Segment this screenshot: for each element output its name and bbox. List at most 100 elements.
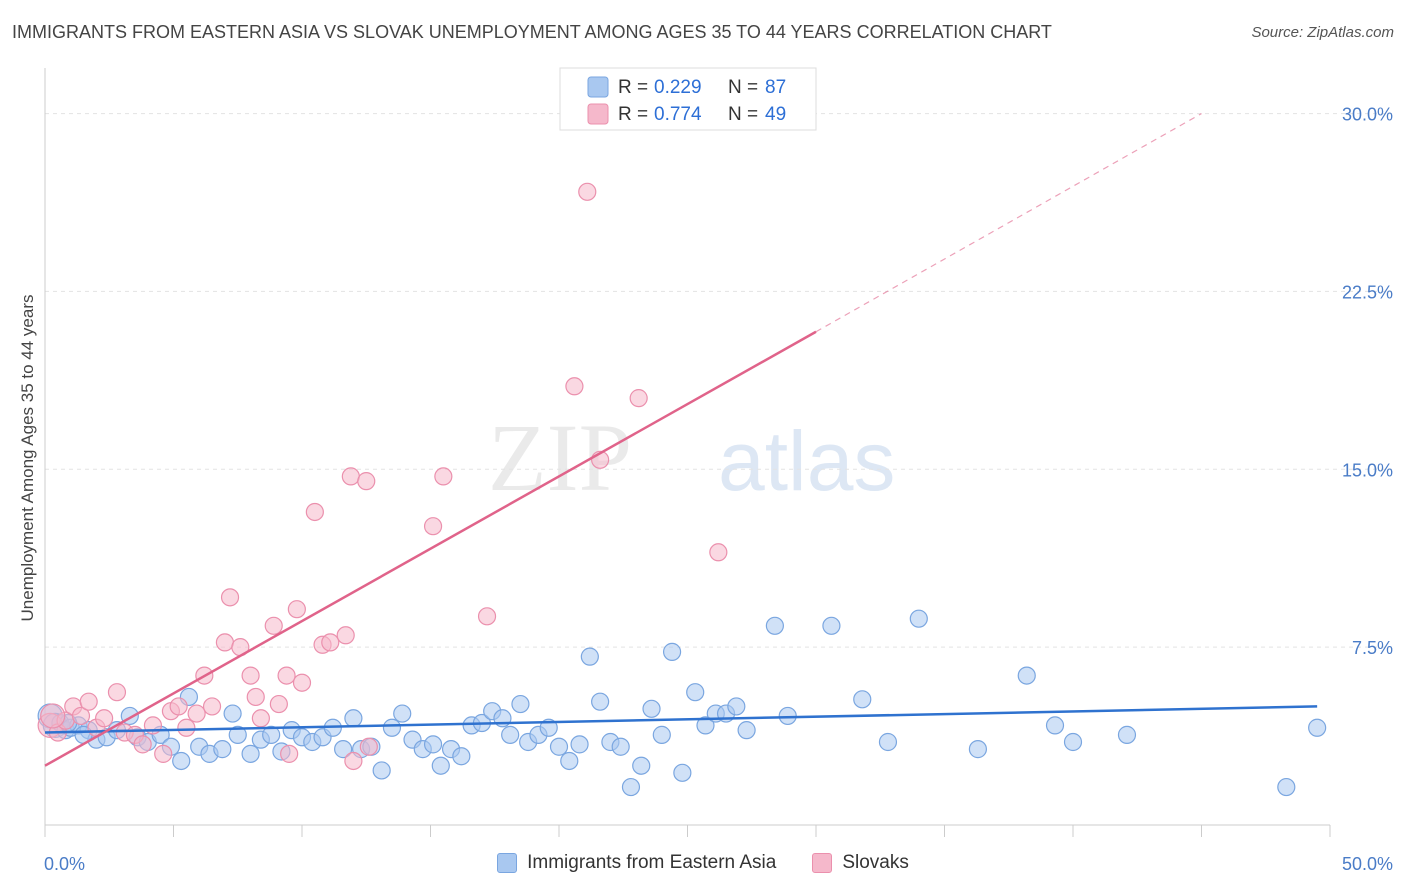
eastern-asia-point-67: [696, 716, 715, 735]
legend-swatch-eastern-asia: [587, 76, 609, 98]
eastern-asia-point-75: [853, 690, 872, 709]
slovaks-point-44: [578, 182, 597, 201]
slovaks-point-32: [305, 502, 324, 522]
legend-r-label: R =: [618, 77, 648, 98]
eastern-asia-point-81: [1063, 732, 1083, 752]
slovaks-point-29: [280, 744, 299, 763]
slovaks-point-35: [336, 626, 355, 645]
slovaks-point-21: [220, 588, 240, 607]
slovaks-point-42: [477, 607, 497, 626]
eastern-asia-point-59: [611, 737, 630, 756]
gridlines: [45, 113, 1392, 648]
slovaks-point-31: [292, 673, 312, 692]
eastern-asia-point-80: [1045, 716, 1065, 735]
eastern-asia-point-63: [652, 725, 671, 744]
slovaks-point-13: [154, 744, 173, 763]
slovaks-point-27: [269, 694, 288, 714]
legend-label-slovaks: Slovaks: [842, 852, 909, 873]
slovaks-point-24: [246, 687, 265, 707]
slovaks-point-28: [277, 666, 296, 685]
watermark-zip: ZIP: [488, 404, 632, 511]
trend-lines: [44, 113, 1318, 767]
slovaks-point-17: [187, 704, 206, 723]
slovaks-point-11: [133, 735, 152, 754]
slovaks-point-16: [177, 718, 196, 737]
eastern-asia-point-15: [172, 751, 191, 771]
eastern-asia-point-55: [570, 735, 589, 754]
slovaks-point-7: [95, 709, 114, 728]
legend-swatch-eastern-asia: [497, 853, 518, 873]
legend-r-value-slovaks: 0.774: [654, 104, 702, 125]
legend-n-value-eastern-asia: 87: [765, 77, 786, 98]
legend-swatch-slovaks: [812, 853, 833, 873]
eastern-asia-point-36: [382, 718, 402, 737]
slovaks-trend-line: [44, 330, 817, 767]
slovaks-point-39: [359, 737, 378, 756]
eastern-asia-point-48: [501, 725, 520, 744]
slovaks-point-43: [565, 377, 584, 396]
eastern-asia-point-37: [393, 704, 412, 723]
legend-r-label: R =: [618, 104, 648, 125]
slovaks-point-23: [241, 666, 260, 685]
y-tick-label-1: 15.0%: [1342, 460, 1393, 480]
eastern-asia-point-43: [452, 747, 471, 766]
slovaks-point-37: [344, 751, 363, 771]
slovaks-point-38: [357, 472, 376, 491]
eastern-asia-point-62: [642, 699, 661, 718]
legend-r-value-eastern-asia: 0.229: [654, 77, 702, 98]
eastern-asia-point-57: [591, 692, 610, 711]
eastern-asia-point-56: [580, 647, 599, 666]
eastern-asia-point-77: [909, 609, 928, 628]
eastern-asia-point-66: [686, 683, 705, 702]
slovaks-point-40: [423, 517, 443, 536]
slovaks-point-25: [251, 709, 270, 728]
legend-item-slovaks: Slovaks: [812, 852, 909, 874]
eastern-asia-point-54: [560, 751, 579, 771]
eastern-asia-point-65: [673, 763, 692, 782]
slovaks-point-47: [709, 543, 728, 562]
eastern-asia-point-53: [549, 737, 569, 756]
watermark: ZIP atlas: [488, 404, 895, 511]
slovaks-point-19: [202, 697, 222, 716]
slovaks-point-41: [434, 467, 453, 486]
y-tick-label-3: 30.0%: [1342, 105, 1393, 125]
x-tick-label-max: 50.0%: [1342, 854, 1393, 874]
eastern-asia-point-41: [431, 756, 450, 775]
slovaks-point-36: [341, 467, 360, 486]
eastern-asia-point-84: [1308, 718, 1327, 737]
eastern-asia-trend-line: [44, 705, 1318, 734]
legend-item-eastern-asia: Immigrants from Eastern Asia: [497, 852, 776, 874]
slovaks-point-4: [71, 706, 91, 726]
eastern-asia-point-78: [968, 740, 988, 759]
eastern-asia-point-40: [423, 735, 443, 754]
chart-title: IMMIGRANTS FROM EASTERN ASIA VS SLOVAK U…: [12, 22, 1052, 42]
tick-labels: 7.5% 15.0% 22.5% 30.0% 0.0% 50.0%: [44, 105, 1393, 874]
slovaks-point-20: [215, 633, 234, 652]
eastern-asia-point-79: [1017, 666, 1036, 685]
eastern-asia-point-71: [737, 721, 756, 740]
correlation-legend: R = 0.229 N = 87 R = 0.774 N = 49: [559, 67, 817, 131]
legend-label-eastern-asia: Immigrants from Eastern Asia: [527, 852, 777, 873]
axes: [44, 68, 1331, 837]
y-tick-label-0: 7.5%: [1352, 638, 1393, 658]
eastern-asia-point-83: [1277, 777, 1296, 797]
watermark-atlas: atlas: [718, 414, 895, 508]
eastern-asia-point-61: [632, 756, 651, 775]
legend-n-label: N =: [728, 104, 758, 125]
eastern-asia-point-49: [511, 694, 530, 714]
slovaks-point-34: [321, 633, 340, 652]
legend-swatch-slovaks: [587, 103, 609, 125]
slovaks-point-30: [287, 600, 306, 619]
eastern-asia-point-60: [621, 777, 641, 797]
legend-n-value-slovaks: 49: [765, 104, 786, 125]
eastern-asia-point-74: [822, 616, 841, 635]
eastern-asia-point-70: [727, 697, 746, 716]
slovaks-point-5: [79, 692, 98, 711]
slovaks-point-26: [264, 616, 283, 635]
x-tick-label-min: 0.0%: [44, 854, 85, 874]
eastern-asia-point-72: [765, 616, 784, 635]
eastern-asia-point-22: [241, 744, 260, 763]
eastern-asia-point-32: [344, 709, 363, 728]
chart-source: Source: ZipAtlas.com: [1251, 24, 1394, 41]
